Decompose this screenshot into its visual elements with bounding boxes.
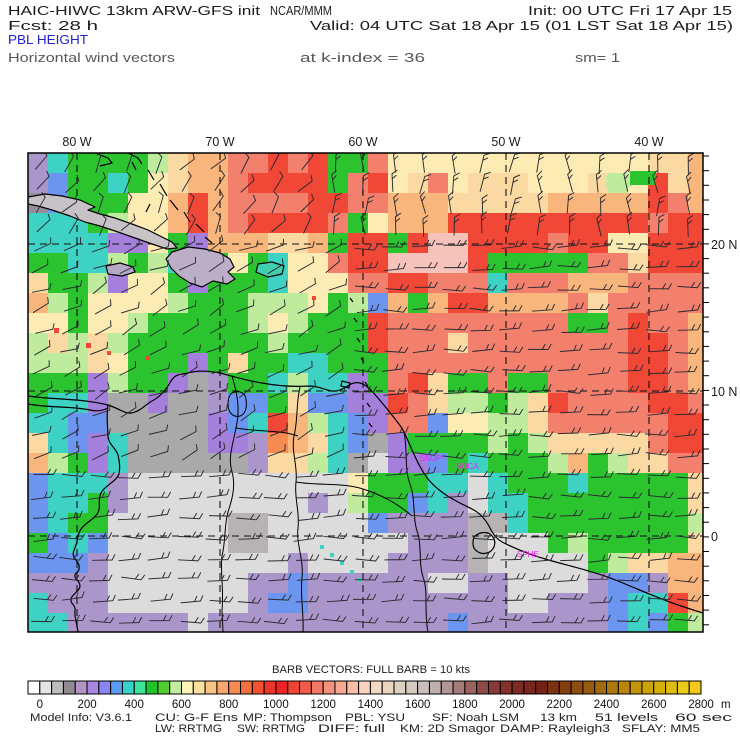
svg-text:600: 600	[172, 699, 191, 711]
svg-text:2600: 2600	[641, 699, 667, 711]
svg-text:BARB VECTORS: FULL BARB = 10: BARB VECTORS: FULL BARB = 10 kts	[272, 664, 471, 676]
svg-text:PBL HEIGHT: PBL HEIGHT	[8, 32, 88, 47]
svg-text:13 km: 13 km	[540, 712, 577, 724]
svg-text:SFLAY: MM5: SFLAY: MM5	[622, 723, 700, 735]
svg-text:0: 0	[37, 699, 43, 711]
svg-text:MP: Thompson: MP: Thompson	[243, 712, 332, 724]
svg-text:1000: 1000	[263, 699, 289, 711]
svg-text:KM: 2D Smagor: KM: 2D Smagor	[400, 723, 495, 735]
svg-text:LW: RRTMG: LW: RRTMG	[155, 723, 222, 735]
svg-text:60 sec: 60 sec	[675, 712, 733, 724]
svg-text:1800: 1800	[452, 699, 478, 711]
svg-text:40 W: 40 W	[634, 135, 663, 149]
svg-text:m: m	[721, 699, 731, 711]
svg-text:70 W: 70 W	[205, 135, 234, 149]
svg-text:2000: 2000	[499, 699, 525, 711]
svg-text:60 W: 60 W	[348, 135, 377, 149]
svg-text:Valid: 04 UTC Sat 18 Apr 15 (0: Valid: 04 UTC Sat 18 Apr 15 (01 LST Sat …	[310, 18, 733, 33]
svg-text:400: 400	[125, 699, 144, 711]
svg-text:DIFF: full: DIFF: full	[318, 723, 385, 735]
svg-text:SOCA: SOCA	[456, 462, 479, 471]
svg-text:SW: RRTMG: SW: RRTMG	[237, 723, 305, 735]
svg-text:1200: 1200	[310, 699, 336, 711]
svg-text:DAMP: Rayleigh3: DAMP: Rayleigh3	[500, 723, 610, 735]
svg-text:20 N: 20 N	[711, 238, 737, 252]
svg-text:200: 200	[77, 699, 96, 711]
svg-text:at k-index = 36: at k-index = 36	[300, 50, 425, 65]
svg-text:NCAR/MMM: NCAR/MMM	[270, 3, 332, 18]
svg-text:PBL: YSU: PBL: YSU	[345, 712, 405, 724]
svg-text:0: 0	[711, 530, 718, 544]
svg-text:80 W: 80 W	[62, 135, 91, 149]
svg-text:50 W: 50 W	[491, 135, 520, 149]
svg-text:sm= 1: sm= 1	[575, 50, 620, 65]
svg-text:Model Info: V3.6.1: Model Info: V3.6.1	[30, 712, 132, 724]
svg-text:2200: 2200	[547, 699, 573, 711]
svg-text:SPHE: SPHE	[517, 550, 539, 559]
svg-text:1400: 1400	[358, 699, 384, 711]
svg-text:HAIC-HIWC 13km ARW-GFS init: HAIC-HIWC 13km ARW-GFS init	[8, 3, 261, 18]
svg-text:Horizontal wind vectors: Horizontal wind vectors	[8, 50, 176, 65]
svg-text:SMJP: SMJP	[420, 454, 441, 463]
svg-text:Fcst: 28 h: Fcst: 28 h	[8, 18, 98, 33]
svg-text:CU: G-F Ens: CU: G-F Ens	[155, 712, 239, 724]
svg-text:2800: 2800	[688, 699, 714, 711]
svg-text:SF: Noah LSM: SF: Noah LSM	[432, 712, 519, 724]
svg-text:Init: 00 UTC Fri 17 Apr 15: Init: 00 UTC Fri 17 Apr 15	[528, 3, 732, 18]
svg-text:2400: 2400	[594, 699, 620, 711]
svg-text:10 N: 10 N	[711, 385, 737, 399]
svg-text:1600: 1600	[405, 699, 431, 711]
svg-text:51 levels: 51 levels	[595, 712, 659, 724]
svg-text:800: 800	[219, 699, 238, 711]
